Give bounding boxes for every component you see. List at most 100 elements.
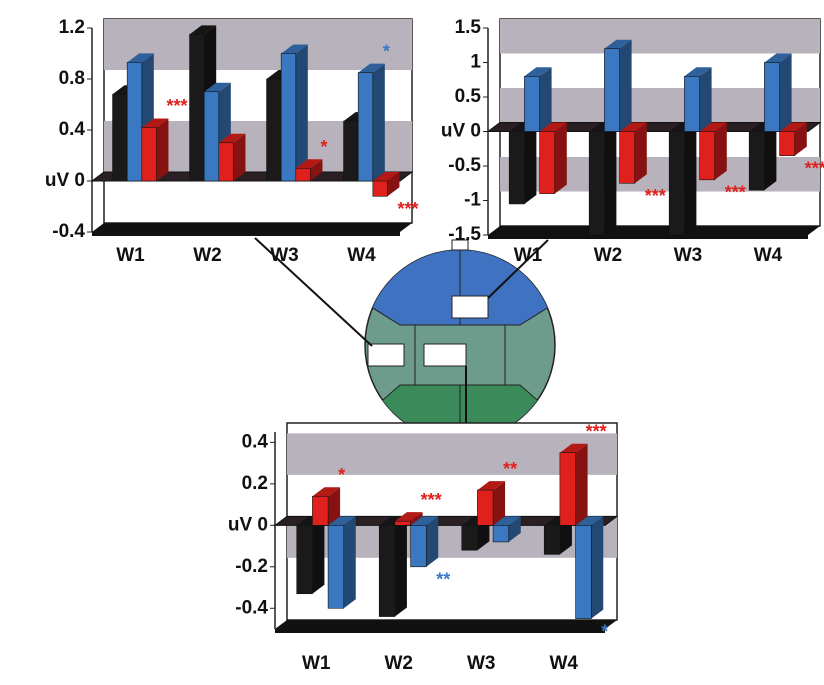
x-tick-label: W1: [116, 245, 145, 266]
floor-edge: [92, 232, 400, 236]
bar: [395, 521, 411, 525]
bar-side: [156, 118, 168, 181]
bar: [312, 496, 328, 525]
bar: [749, 132, 764, 191]
bar: [684, 76, 699, 131]
floor: [92, 223, 412, 232]
bar: [764, 63, 779, 132]
y-tick-label: 0.4: [59, 119, 86, 140]
grid-band: [500, 19, 820, 54]
bar: [524, 76, 539, 131]
x-tick-label: W3: [270, 245, 299, 266]
y-tick-label: -0.5: [448, 155, 481, 176]
bar: [509, 132, 524, 204]
significance-marker: ***: [397, 199, 418, 219]
bar: [267, 79, 282, 181]
x-tick-label: W3: [674, 245, 703, 266]
bar: [373, 181, 388, 196]
significance-marker: *: [601, 621, 608, 641]
x-tick-label: W4: [347, 245, 376, 266]
x-tick-label: W3: [467, 653, 496, 674]
bar-side: [635, 123, 647, 184]
thumbnail: [452, 296, 488, 318]
bar: [204, 92, 219, 181]
y-tick-label: 0.4: [242, 431, 269, 452]
x-tick-label: W2: [385, 653, 414, 674]
bar: [576, 525, 592, 618]
bar: [219, 143, 234, 181]
x-tick-label: W2: [193, 245, 222, 266]
bar-side: [591, 516, 603, 618]
y-tick-label: uV 0: [45, 170, 85, 191]
y-tick-label: 0.2: [242, 473, 268, 494]
page: {"chart_data": [ {"type": "bar3d", "ylim…: [0, 0, 824, 680]
bar: [113, 94, 128, 181]
significance-marker: *: [320, 137, 327, 157]
thumbnail: [368, 344, 404, 366]
floor-edge: [275, 629, 605, 633]
bar: [462, 525, 478, 550]
y-tick-label: 0.5: [455, 86, 482, 107]
bar: [328, 525, 344, 608]
y-tick-label: uV 0: [228, 514, 268, 535]
figure: -0.4uV 00.40.81.2W1***W2W3*W4****-1.5-1-…: [0, 0, 824, 680]
head-diagram: [255, 238, 560, 450]
y-tick-label: 1.5: [455, 17, 482, 38]
bar-side: [540, 67, 552, 131]
bar: [379, 525, 395, 616]
x-tick-label: W1: [514, 245, 543, 266]
bar: [493, 525, 509, 542]
bar: [281, 54, 296, 182]
bar-side: [524, 123, 536, 204]
bar: [560, 453, 576, 526]
bar: [604, 49, 619, 132]
x-tick-label: W4: [550, 653, 579, 674]
bar-side: [344, 516, 356, 608]
x-tick-label: W4: [754, 245, 783, 266]
floor-edge: [488, 235, 808, 239]
bar: [780, 132, 795, 156]
bar: [142, 127, 157, 181]
y-tick-label: -1: [464, 190, 481, 211]
bar-side: [395, 516, 407, 616]
y-tick-label: 1.2: [59, 17, 85, 38]
bar: [358, 73, 373, 181]
bar: [700, 132, 715, 180]
floor: [488, 226, 820, 235]
bar: [190, 34, 205, 181]
bar-side: [373, 64, 385, 181]
bar-side: [312, 516, 324, 593]
bar: [620, 132, 635, 184]
significance-marker: *: [383, 41, 390, 61]
bar-side: [700, 67, 712, 131]
significance-marker: ***: [586, 421, 607, 441]
bar: [589, 132, 604, 236]
significance-marker: ***: [166, 96, 187, 116]
significance-marker: *: [338, 465, 345, 485]
bar-side: [684, 123, 696, 236]
y-tick-label: uV 0: [441, 121, 481, 142]
bar-side: [576, 444, 588, 526]
bar: [540, 132, 555, 194]
significance-marker: **: [503, 459, 517, 479]
bar: [544, 525, 560, 554]
bar: [669, 132, 684, 236]
bar-side: [604, 123, 616, 236]
bar: [411, 525, 427, 566]
floor: [275, 620, 617, 629]
bar: [296, 168, 311, 181]
bar: [477, 490, 493, 525]
y-tick-label: 1: [470, 52, 481, 73]
thumbnail: [424, 344, 466, 366]
y-tick-label: -0.4: [235, 597, 268, 618]
bar-side: [296, 45, 308, 182]
significance-marker: **: [436, 570, 450, 590]
bar-side: [780, 54, 792, 132]
bar-side: [555, 123, 567, 194]
y-tick-label: -1.5: [448, 224, 481, 245]
y-tick-label: 0.8: [59, 68, 85, 89]
y-tick-label: -0.4: [52, 221, 85, 242]
significance-marker: ***: [421, 490, 442, 510]
bar: [297, 525, 313, 593]
